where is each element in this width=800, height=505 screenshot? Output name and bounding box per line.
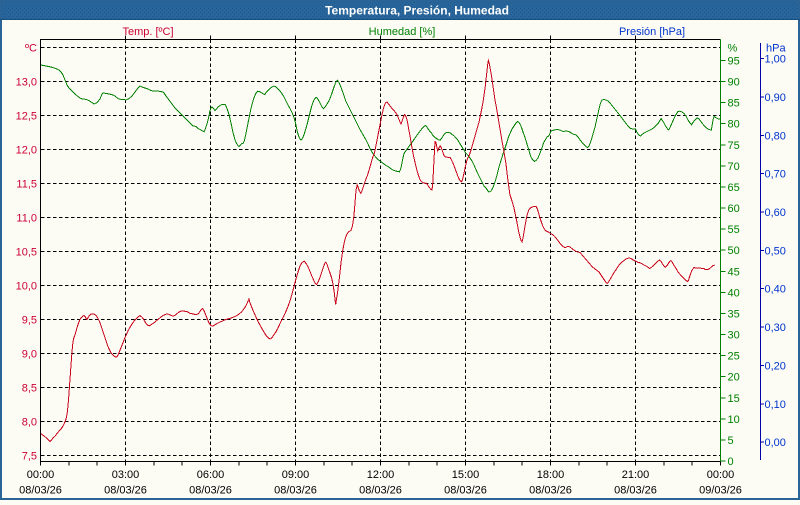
svg-text:ºC: ºC: [25, 43, 37, 55]
svg-text:Temperatura, Presión, Humedad: Temperatura, Presión, Humedad: [325, 4, 509, 18]
svg-text:Presión [hPa]: Presión [hPa]: [619, 26, 685, 38]
svg-text:10,0: 10,0: [16, 281, 37, 293]
svg-text:08/03/26: 08/03/26: [189, 485, 232, 497]
svg-text:9,0: 9,0: [22, 349, 37, 361]
svg-text:70: 70: [728, 161, 740, 173]
svg-text:06:00: 06:00: [197, 469, 225, 481]
svg-text:08/03/26: 08/03/26: [104, 485, 147, 497]
svg-text:0: 0: [728, 456, 734, 468]
svg-text:hPa: hPa: [766, 43, 786, 55]
svg-text:13,0: 13,0: [16, 77, 37, 89]
svg-text:8,5: 8,5: [22, 383, 37, 395]
svg-text:0,30: 0,30: [765, 322, 786, 334]
svg-text:10,5: 10,5: [16, 247, 37, 259]
svg-text:0,80: 0,80: [765, 130, 786, 142]
svg-text:65: 65: [728, 182, 740, 194]
svg-text:75: 75: [728, 140, 740, 152]
svg-text:0,70: 0,70: [765, 169, 786, 181]
svg-text:10: 10: [728, 414, 740, 426]
svg-text:55: 55: [728, 224, 740, 236]
svg-text:95: 95: [728, 55, 740, 67]
svg-text:40: 40: [728, 287, 740, 299]
svg-text:00:00: 00:00: [707, 469, 735, 481]
svg-text:08/03/26: 08/03/26: [614, 485, 657, 497]
svg-text:15: 15: [728, 393, 740, 405]
svg-text:7,5: 7,5: [22, 451, 37, 463]
svg-text:08/03/26: 08/03/26: [444, 485, 487, 497]
svg-text:0,90: 0,90: [765, 92, 786, 104]
svg-text:Humedad [%]: Humedad [%]: [369, 26, 436, 38]
svg-text:11,5: 11,5: [16, 179, 37, 191]
svg-text:0,10: 0,10: [765, 399, 786, 411]
svg-text:1,00: 1,00: [765, 54, 786, 66]
svg-text:09:00: 09:00: [282, 469, 310, 481]
svg-text:12,0: 12,0: [16, 145, 37, 157]
svg-text:12:00: 12:00: [367, 469, 395, 481]
svg-text:30: 30: [728, 330, 740, 342]
svg-text:90: 90: [728, 77, 740, 89]
svg-text:25: 25: [728, 351, 740, 363]
svg-text:5: 5: [728, 435, 734, 447]
svg-text:15:00: 15:00: [452, 469, 480, 481]
svg-text:85: 85: [728, 98, 740, 110]
svg-text:0,00: 0,00: [765, 437, 786, 449]
svg-text:12,5: 12,5: [16, 111, 37, 123]
svg-text:08/03/26: 08/03/26: [359, 485, 402, 497]
svg-text:8,0: 8,0: [22, 417, 37, 429]
svg-text:45: 45: [728, 266, 740, 278]
svg-text:50: 50: [728, 245, 740, 257]
svg-text:0,50: 0,50: [765, 245, 786, 257]
svg-text:09/03/26: 09/03/26: [699, 485, 742, 497]
svg-text:0,60: 0,60: [765, 207, 786, 219]
svg-text:0,40: 0,40: [765, 284, 786, 296]
svg-text:08/03/26: 08/03/26: [274, 485, 317, 497]
svg-text:03:00: 03:00: [112, 469, 140, 481]
svg-text:9,5: 9,5: [22, 315, 37, 327]
svg-text:Temp. [ºC]: Temp. [ºC]: [122, 26, 173, 38]
svg-text:%: %: [728, 43, 738, 55]
svg-text:80: 80: [728, 119, 740, 131]
svg-text:18:00: 18:00: [537, 469, 565, 481]
svg-text:20: 20: [728, 372, 740, 384]
svg-text:11,0: 11,0: [16, 213, 37, 225]
svg-text:60: 60: [728, 203, 740, 215]
svg-text:08/03/26: 08/03/26: [529, 485, 572, 497]
svg-text:35: 35: [728, 308, 740, 320]
svg-text:21:00: 21:00: [622, 469, 650, 481]
svg-text:00:00: 00:00: [27, 469, 55, 481]
svg-text:0,20: 0,20: [765, 360, 786, 372]
svg-text:08/03/26: 08/03/26: [19, 485, 62, 497]
